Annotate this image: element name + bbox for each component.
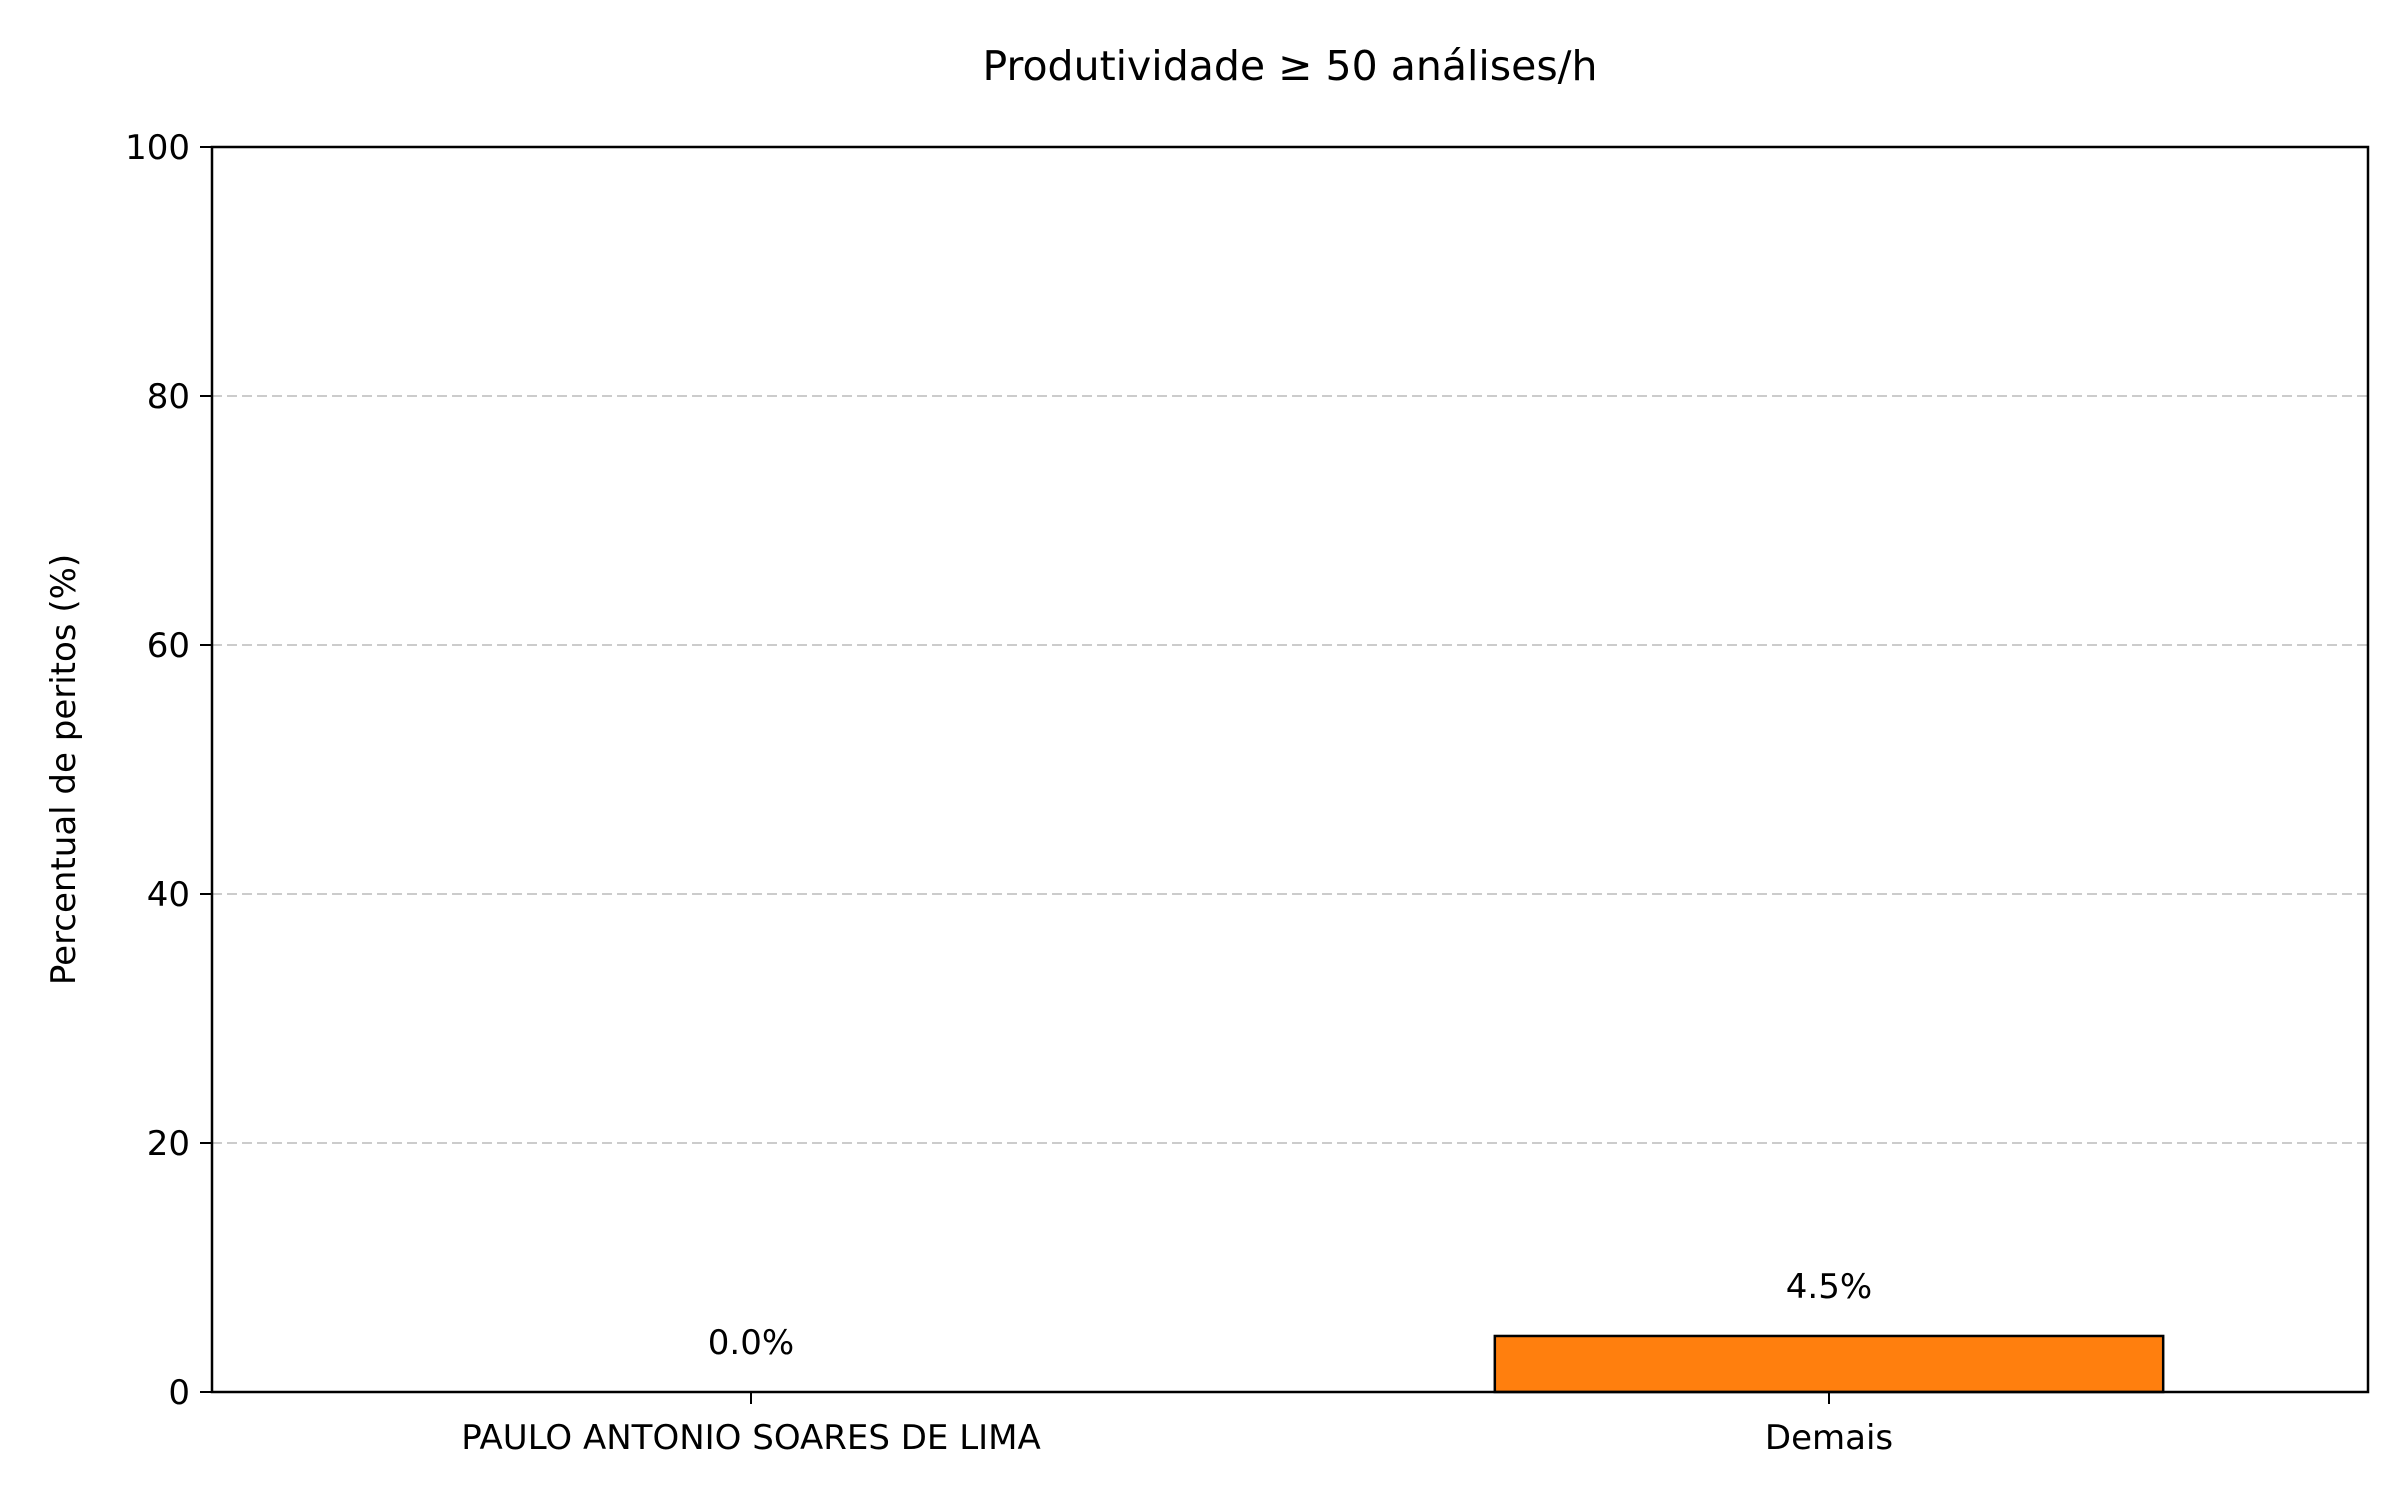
bar-value-label: 0.0% [708, 1323, 794, 1363]
y-tick-label: 0 [168, 1373, 190, 1413]
chart-title: Produtividade ≥ 50 análises/h [983, 42, 1598, 90]
y-tick-label: 60 [147, 626, 190, 666]
x-tick-label: PAULO ANTONIO SOARES DE LIMA [461, 1418, 1041, 1458]
bars [1493, 1334, 2165, 1394]
y-axis-label: Percentual de peritos (%) [44, 554, 84, 985]
y-tick-label: 20 [147, 1124, 190, 1164]
y-tick-label: 40 [147, 875, 190, 915]
y-tick-label: 100 [125, 128, 190, 168]
bar-value-labels: 0.0% 4.5% [708, 1267, 1872, 1363]
plot-frame [210, 145, 2370, 1394]
y-tick-label: 80 [147, 377, 190, 417]
bar-value-label: 4.5% [1786, 1267, 1872, 1307]
axis-ticks: 0 20 40 60 80 100 PAULO ANTONIO SOARES DE LIMA… [125, 128, 1893, 1458]
bar [1493, 1334, 2165, 1394]
x-tick-label: Demais [1765, 1418, 1893, 1458]
